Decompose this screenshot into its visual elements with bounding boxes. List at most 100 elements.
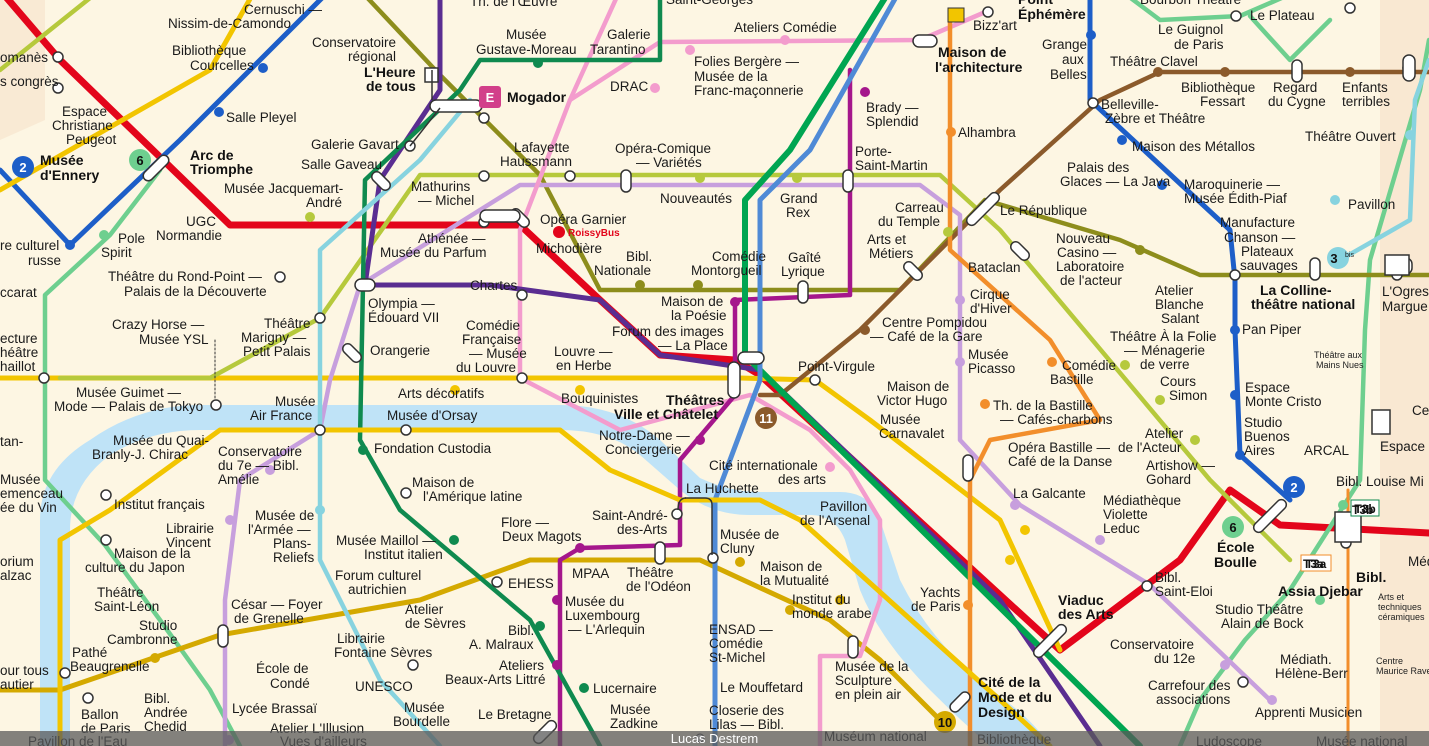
svg-text:de verre: de verre bbox=[1140, 357, 1190, 372]
svg-text:Maison de: Maison de bbox=[887, 379, 949, 394]
svg-text:des arts: des arts bbox=[778, 472, 826, 487]
svg-text:Alhambra: Alhambra bbox=[958, 125, 1016, 140]
svg-text:Bibl.: Bibl. bbox=[508, 623, 534, 638]
svg-text:autrichien: autrichien bbox=[348, 582, 407, 597]
svg-text:Condé: Condé bbox=[270, 676, 310, 691]
svg-text:Louvre —: Louvre — bbox=[554, 344, 613, 359]
svg-text:Maison de: Maison de bbox=[938, 44, 1007, 60]
line-12 bbox=[357, 0, 663, 746]
svg-text:Th. de l'Œuvre: Th. de l'Œuvre bbox=[470, 0, 557, 9]
svg-text:Lyrique: Lyrique bbox=[781, 264, 825, 279]
svg-text:Opéra Garnier: Opéra Garnier bbox=[540, 212, 627, 227]
svg-text:techniques: techniques bbox=[1378, 602, 1422, 612]
svg-text:Centre Pompidou: Centre Pompidou bbox=[882, 315, 987, 330]
svg-text:Pathé: Pathé bbox=[72, 645, 107, 660]
svg-text:en plein air: en plein air bbox=[835, 687, 902, 702]
svg-text:Notre-Dame —: Notre-Dame — bbox=[599, 428, 690, 443]
svg-text:Bataclan: Bataclan bbox=[968, 260, 1021, 275]
svg-text:Mode — Palais de Tokyo: Mode — Palais de Tokyo bbox=[54, 399, 203, 414]
svg-text:Galerie: Galerie bbox=[607, 27, 651, 42]
line-2-west-badge: 2 bbox=[12, 156, 34, 178]
svg-text:Franc-maçonnerie: Franc-maçonnerie bbox=[694, 83, 804, 98]
svg-text:Christiane: Christiane bbox=[52, 118, 113, 133]
svg-text:Mains Nues: Mains Nues bbox=[1316, 360, 1364, 370]
svg-text:Arc de: Arc de bbox=[190, 147, 234, 163]
svg-text:Cirque: Cirque bbox=[970, 287, 1010, 302]
svg-text:Monte Cristo: Monte Cristo bbox=[1245, 394, 1322, 409]
svg-text:Le République: Le République bbox=[1000, 203, 1087, 218]
svg-text:du Louvre: du Louvre bbox=[456, 360, 516, 375]
map-credit: Lucas Destrem bbox=[0, 731, 1429, 746]
svg-text:3: 3 bbox=[1330, 251, 1337, 266]
svg-text:Comédie: Comédie bbox=[1062, 358, 1116, 373]
svg-text:Luxembourg: Luxembourg bbox=[565, 608, 640, 623]
svg-text:our tous: our tous bbox=[0, 663, 49, 678]
svg-text:T3b: T3b bbox=[1354, 502, 1375, 516]
svg-text:Musée de: Musée de bbox=[255, 508, 314, 523]
svg-text:Plateaux: Plateaux bbox=[1241, 244, 1294, 259]
svg-text:ecture: ecture bbox=[0, 331, 38, 346]
svg-text:Théâtre: Théâtre bbox=[97, 585, 144, 600]
svg-text:Manufacture: Manufacture bbox=[1220, 215, 1295, 230]
svg-text:de l'Odéon: de l'Odéon bbox=[626, 579, 691, 594]
svg-text:du Temple: du Temple bbox=[878, 214, 940, 229]
svg-text:tan-: tan- bbox=[0, 434, 23, 449]
svg-text:Carnavalet: Carnavalet bbox=[879, 426, 945, 441]
line-2-west bbox=[0, 0, 324, 248]
svg-text:E: E bbox=[486, 90, 495, 105]
svg-text:de Grenelle: de Grenelle bbox=[234, 611, 304, 626]
svg-text:Le Bretagne: Le Bretagne bbox=[478, 707, 552, 722]
svg-text:T3a: T3a bbox=[1303, 557, 1324, 571]
svg-text:du 7e — Bibl.: du 7e — Bibl. bbox=[218, 458, 299, 473]
svg-text:Pavillon: Pavillon bbox=[820, 499, 867, 514]
svg-text:UGC: UGC bbox=[186, 214, 216, 229]
svg-text:Branly-J. Chirac: Branly-J. Chirac bbox=[92, 447, 188, 462]
svg-text:Petit Palais: Petit Palais bbox=[243, 344, 311, 359]
svg-text:EHESS: EHESS bbox=[508, 576, 554, 591]
svg-text:associations: associations bbox=[1156, 692, 1231, 707]
svg-text:Arts décoratifs: Arts décoratifs bbox=[398, 386, 485, 401]
svg-text:T3a: T3a bbox=[1306, 557, 1327, 571]
svg-text:Musée Maillol —: Musée Maillol — bbox=[336, 533, 436, 548]
svg-text:Médi: Médi bbox=[1408, 554, 1429, 569]
svg-text:— Café de la Gare: — Café de la Gare bbox=[870, 329, 983, 344]
line-4 bbox=[557, 67, 853, 746]
svg-text:Arts et: Arts et bbox=[1378, 592, 1405, 602]
svg-text:de l'acteur: de l'acteur bbox=[1060, 273, 1122, 288]
svg-text:de Sèvres: de Sèvres bbox=[405, 616, 466, 631]
svg-text:Musée de la: Musée de la bbox=[694, 69, 768, 84]
svg-text:Cité internationale: Cité internationale bbox=[709, 458, 818, 473]
line-1 bbox=[0, 0, 253, 193]
svg-text:d'Hiver: d'Hiver bbox=[970, 301, 1012, 316]
svg-text:Fessart: Fessart bbox=[1200, 94, 1245, 109]
svg-text:Musée d'Orsay: Musée d'Orsay bbox=[387, 408, 478, 423]
svg-text:régional: régional bbox=[348, 49, 396, 64]
svg-text:6: 6 bbox=[1229, 520, 1236, 535]
svg-text:Café de la Danse: Café de la Danse bbox=[1008, 454, 1112, 469]
svg-text:Crazy Horse —: Crazy Horse — bbox=[112, 317, 205, 332]
svg-text:— La Place: — La Place bbox=[658, 338, 728, 353]
svg-text:Musée du Parfum: Musée du Parfum bbox=[380, 245, 487, 260]
svg-text:Fontaine Sèvres: Fontaine Sèvres bbox=[334, 645, 433, 660]
svg-text:11: 11 bbox=[759, 411, 773, 426]
svg-text:Studio: Studio bbox=[1244, 415, 1282, 430]
svg-text:Maison de: Maison de bbox=[760, 559, 822, 574]
svg-text:Casino —: Casino — bbox=[1057, 245, 1117, 260]
svg-text:Artishow —: Artishow — bbox=[1146, 458, 1216, 473]
svg-text:Musée: Musée bbox=[404, 700, 445, 715]
svg-text:de l'Arsenal: de l'Arsenal bbox=[800, 513, 870, 528]
line-13-east bbox=[1337, 57, 1429, 263]
svg-text:— Cafés-charbons: — Cafés-charbons bbox=[1000, 412, 1113, 427]
rer-e-badge: E bbox=[479, 86, 501, 108]
svg-text:Splendid: Splendid bbox=[866, 114, 919, 129]
svg-text:Orangerie: Orangerie bbox=[370, 343, 430, 358]
line-9 bbox=[0, 0, 92, 73]
svg-text:Espace: Espace bbox=[1245, 380, 1290, 395]
svg-text:Boulle: Boulle bbox=[1214, 554, 1257, 570]
svg-text:Théâtre: Théâtre bbox=[264, 316, 311, 331]
svg-text:Zèbre et Théâtre: Zèbre et Théâtre bbox=[1105, 111, 1205, 126]
svg-text:Musée Jacquemart-: Musée Jacquemart- bbox=[224, 181, 343, 196]
svg-text:autier: autier bbox=[0, 677, 34, 692]
svg-text:Beaugrenelle: Beaugrenelle bbox=[70, 659, 150, 674]
svg-text:Éphémère: Éphémère bbox=[1018, 6, 1086, 22]
